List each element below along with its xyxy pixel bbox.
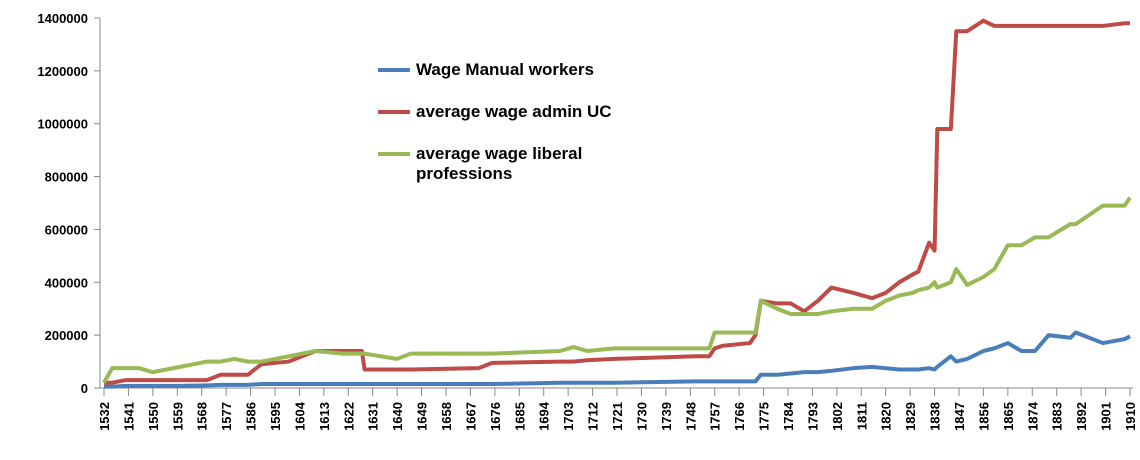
y-tick-label: 600000 bbox=[45, 222, 88, 237]
x-tick-label: 1784 bbox=[781, 401, 796, 431]
x-tick-label: 1901 bbox=[1099, 402, 1114, 431]
series-line bbox=[104, 330, 1131, 389]
x-tick-label: 1577 bbox=[219, 402, 234, 431]
series-line bbox=[102, 196, 1132, 384]
x-tick-label: 1532 bbox=[97, 402, 112, 431]
legend-label: Wage Manual workers bbox=[416, 60, 594, 79]
x-tick-label: 1676 bbox=[488, 402, 503, 431]
x-tick-label: 1865 bbox=[1001, 402, 1016, 431]
legend-swatch bbox=[378, 110, 410, 114]
x-tick-label: 1775 bbox=[757, 402, 772, 431]
x-tick-label: 1883 bbox=[1050, 402, 1065, 431]
x-tick-label: 1757 bbox=[708, 402, 723, 431]
x-tick-label: 1820 bbox=[879, 402, 894, 431]
x-tick-label: 1721 bbox=[610, 402, 625, 431]
legend: Wage Manual workers average wage admin UC… bbox=[378, 60, 638, 206]
y-tick-label: 1200000 bbox=[37, 64, 88, 79]
x-tick-label: 1910 bbox=[1123, 402, 1138, 431]
x-tick-label: 1712 bbox=[586, 402, 601, 431]
x-tick-label: 1640 bbox=[390, 402, 405, 431]
x-tick-label: 1838 bbox=[928, 402, 943, 431]
x-tick-label: 1856 bbox=[976, 402, 991, 431]
y-tick-label: 200000 bbox=[45, 328, 88, 343]
x-tick-label: 1703 bbox=[561, 402, 576, 431]
x-tick-label: 1559 bbox=[170, 402, 185, 431]
x-tick-label: 1586 bbox=[244, 402, 259, 431]
x-tick-label: 1568 bbox=[195, 402, 210, 431]
legend-swatch bbox=[378, 152, 410, 156]
x-tick-label: 1694 bbox=[537, 401, 552, 431]
x-tick-label: 1604 bbox=[292, 401, 307, 431]
legend-swatch bbox=[378, 68, 410, 72]
x-tick-label: 1811 bbox=[854, 402, 869, 430]
x-tick-label: 1739 bbox=[659, 402, 674, 431]
x-tick-label: 1658 bbox=[439, 402, 454, 431]
x-tick-label: 1847 bbox=[952, 402, 967, 431]
x-tick-label: 1595 bbox=[268, 402, 283, 431]
x-tick-label: 1874 bbox=[1025, 401, 1040, 431]
x-tick-label: 1892 bbox=[1074, 402, 1089, 431]
legend-label: average wage liberal professions bbox=[416, 144, 583, 183]
x-tick-label: 1622 bbox=[341, 402, 356, 431]
x-tick-label: 1541 bbox=[121, 402, 136, 431]
x-tick-label: 1793 bbox=[805, 402, 820, 431]
x-tick-label: 1631 bbox=[366, 402, 381, 431]
y-tick-label: 1400000 bbox=[37, 11, 88, 26]
legend-entry: Wage Manual workers bbox=[378, 60, 638, 80]
legend-entry: average wage liberal professions bbox=[378, 144, 638, 184]
x-tick-label: 1613 bbox=[317, 402, 332, 431]
x-tick-label: 1667 bbox=[463, 402, 478, 431]
series-line bbox=[104, 18, 1130, 385]
x-tick-label: 1766 bbox=[732, 402, 747, 431]
y-tick-label: 800000 bbox=[45, 170, 88, 185]
x-tick-label: 1802 bbox=[830, 402, 845, 431]
y-tick-label: 400000 bbox=[45, 275, 88, 290]
legend-label: average wage admin UC bbox=[416, 102, 612, 121]
x-tick-label: 1685 bbox=[512, 402, 527, 431]
x-tick-label: 1550 bbox=[146, 402, 161, 431]
x-tick-label: 1730 bbox=[634, 402, 649, 431]
x-tick-label: 1649 bbox=[415, 402, 430, 431]
legend-entry: average wage admin UC bbox=[378, 102, 638, 122]
x-tick-label: 1748 bbox=[683, 402, 698, 431]
y-tick-label: 1000000 bbox=[37, 117, 88, 132]
y-tick-label: 0 bbox=[81, 381, 88, 396]
x-tick-label: 1829 bbox=[903, 402, 918, 431]
